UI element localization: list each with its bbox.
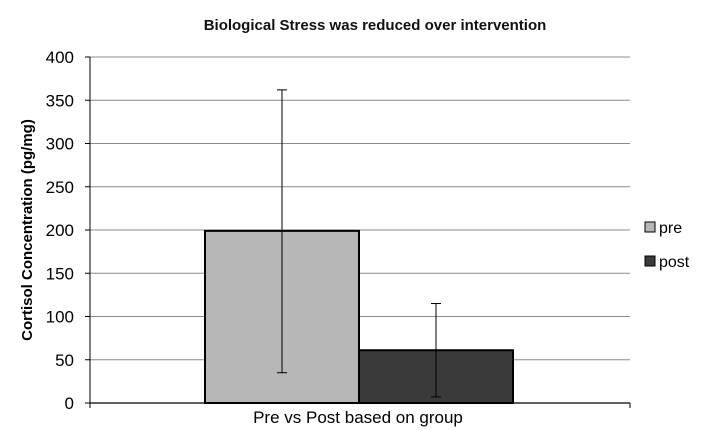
legend-swatch-post <box>644 255 656 267</box>
y-tick-label-150: 150 <box>46 264 74 283</box>
y-tick-label-400: 400 <box>46 48 74 67</box>
y-tick-label-350: 350 <box>46 91 74 110</box>
y-tick-labels: 0 50 100 150 200 250 300 350 400 <box>46 48 74 413</box>
y-tick-label-250: 250 <box>46 178 74 197</box>
legend: pre post <box>644 220 690 271</box>
legend-label-post: post <box>659 254 690 271</box>
legend-label-pre: pre <box>659 220 682 237</box>
y-tick-label-200: 200 <box>46 221 74 240</box>
y-axis-label: Cortisol Concentration (pg/mg) <box>19 119 36 341</box>
y-tick-label-100: 100 <box>46 308 74 327</box>
y-tick-label-300: 300 <box>46 135 74 154</box>
y-tick-label-50: 50 <box>55 351 74 370</box>
bars <box>204 229 514 404</box>
y-tick-label-0: 0 <box>65 394 74 413</box>
legend-swatch-pre <box>644 221 656 233</box>
chart-title: Biological Stress was reduced over inter… <box>204 17 547 34</box>
x-axis-label: Pre vs Post based on group <box>253 408 463 427</box>
error-bars <box>277 89 441 398</box>
